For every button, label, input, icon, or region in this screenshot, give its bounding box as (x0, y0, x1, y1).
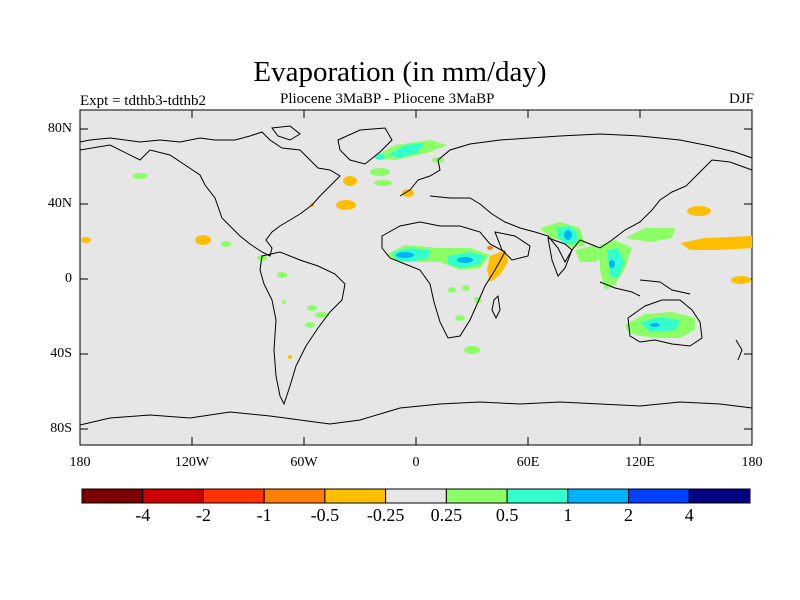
colorbar-label: 2 (624, 505, 634, 525)
colorbar-swatch (628, 488, 690, 504)
lat-tick-0: 0 (65, 271, 72, 286)
lon-tick-180e: 180 (741, 455, 763, 470)
lon-tick-120e: 120E (625, 455, 655, 470)
subtitle: Pliocene 3MaBP - Pliocene 3MaBP (280, 91, 495, 107)
lon-tick-120w: 120W (174, 455, 210, 470)
colorbar-label: 0.25 (430, 505, 463, 525)
colorbar-label: 0.5 (495, 505, 519, 525)
season-label: DJF (728, 91, 754, 107)
coastlines (79, 125, 753, 426)
experiment-label: Expt = tdthb3-tdthb2 (80, 93, 206, 109)
colorbar-label: -2 (195, 505, 211, 525)
lon-tick-60e: 60E (516, 455, 540, 470)
colorbar-label: 1 (563, 505, 573, 525)
colorbar-swatch (567, 488, 630, 504)
colorbar (81, 488, 751, 504)
map-panel (79, 109, 753, 446)
lon-tick-180w: 180 (69, 455, 91, 470)
colorbar-swatch (385, 488, 447, 504)
colorbar-swatch (445, 488, 508, 504)
colorbar-swatch (142, 488, 204, 504)
colorbar-label: 4 (684, 505, 694, 525)
colorbar-swatch (506, 488, 569, 504)
lon-tick-60w: 60W (290, 455, 318, 470)
colorbar-swatch (202, 488, 265, 504)
map-title: Evaporation (in mm/day) (253, 56, 547, 88)
lon-ticks (191, 110, 641, 445)
colorbar-swatch (263, 488, 326, 504)
colorbar-swatch (324, 488, 387, 504)
colorbar-label: -0.5 (310, 505, 340, 525)
colorbar-swatch (81, 488, 144, 504)
colorbar-label: -0.25 (366, 505, 405, 525)
lat-tick-80s: 80S (50, 421, 72, 436)
lat-tick-40n: 40N (47, 196, 72, 211)
lon-tick-0: 0 (412, 455, 420, 470)
colorbar-swatch (688, 488, 751, 504)
colorbar-label: -1 (256, 505, 272, 525)
colorbar-label: -4 (135, 505, 151, 525)
lat-tick-40s: 40S (50, 346, 72, 361)
lat-tick-80n: 80N (47, 121, 72, 136)
